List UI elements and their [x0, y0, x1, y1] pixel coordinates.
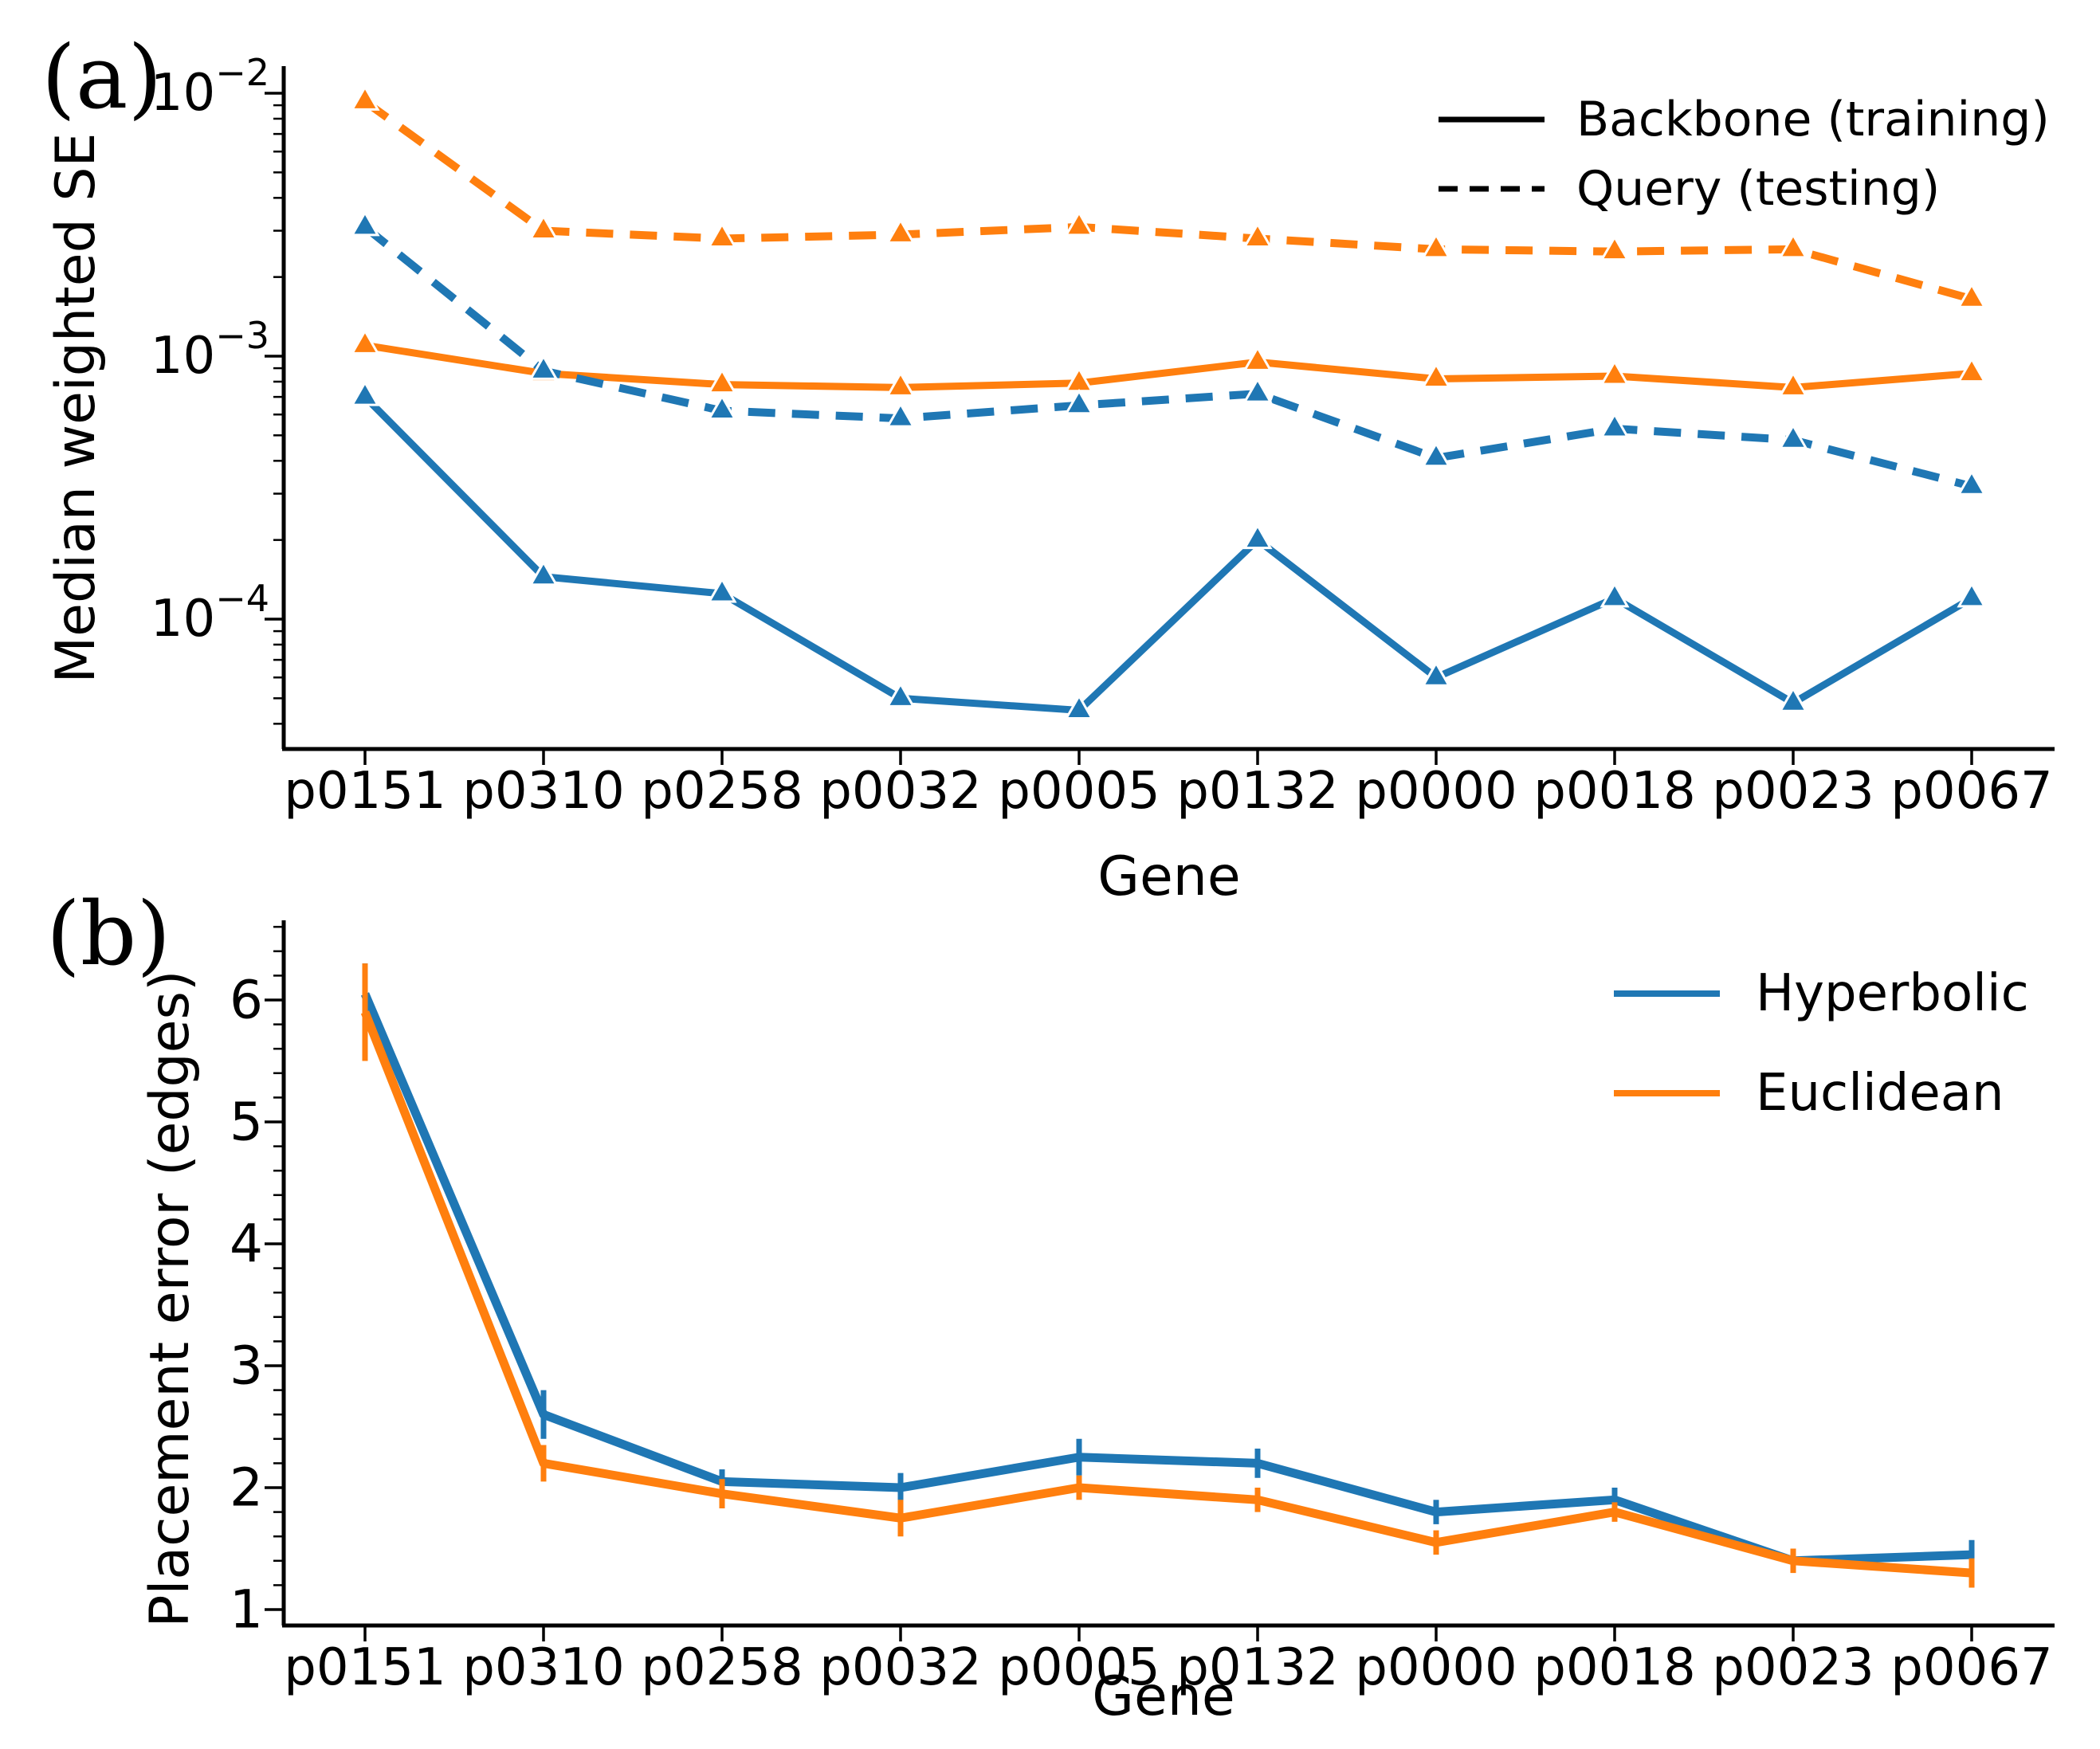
series-hyperbolic-query-marker-p0310: [528, 354, 559, 380]
series-hyperbolic-backbone-marker-p0258: [707, 576, 737, 603]
series-hyperbolic-backbone-marker-p0132: [1242, 523, 1273, 550]
xlabel-a: Gene: [1097, 845, 1240, 908]
series-euclidean-backbone-line: [364, 341, 1972, 391]
series-hyperbolic-backbone-marker-p0067: [1957, 581, 1987, 608]
y-tick-label-a: 10−4: [151, 577, 269, 649]
x-tick-label-b-p0005: p0005: [998, 1638, 1160, 1697]
series-hyperbolic-query-line: [362, 223, 1973, 491]
series-euclidean-query-line: [363, 98, 1973, 304]
series-hyperbolic-query-marker-p0258: [707, 394, 737, 421]
series-hyperbolic-query-marker-p0132: [1242, 377, 1273, 403]
x-tick-label-b-p0132: p0132: [1176, 1638, 1339, 1697]
series-euclidean-line: [360, 1010, 1972, 1578]
x-tick-label-a-p0067: p0067: [1890, 762, 2053, 821]
series-euclidean-backbone-marker-p0000: [1421, 362, 1451, 388]
legend-a-label-dashed: Query (testing): [1576, 161, 1940, 217]
series-hyperbolic-backbone-marker-p0151: [350, 380, 380, 406]
series-euclidean-query-marker-p0310: [528, 214, 559, 241]
series-hyperbolic-query-marker-p0023: [1778, 423, 1808, 449]
x-tick-label-b-p0018: p0018: [1533, 1638, 1696, 1697]
y-tick-label-a: 10−3: [151, 314, 269, 386]
series-euclidean-query-marker-p0023: [1778, 232, 1808, 259]
x-tick-label-b-p0310: p0310: [462, 1638, 625, 1697]
x-tick-label-a-p0032: p0032: [819, 762, 982, 821]
y-tick-label-b-6: 6: [230, 970, 263, 1031]
x-tick-label-b-p0023: p0023: [1712, 1638, 1874, 1697]
x-tick-label-a-p0000: p0000: [1355, 762, 1517, 821]
x-tick-label-b-p0151: p0151: [284, 1638, 446, 1697]
y-tick-label-a: 10−2: [151, 51, 269, 123]
x-tick-label-a-p0258: p0258: [641, 762, 803, 821]
series-euclidean-query-marker-p0132: [1242, 222, 1273, 248]
series-hyperbolic-query-marker-p0151: [350, 210, 380, 237]
series-hyperbolic-query-marker-p0005: [1064, 388, 1094, 415]
series-euclidean-backbone-marker-p0032: [885, 371, 916, 397]
series-euclidean-backbone-marker-p0067: [1957, 356, 1987, 383]
x-tick-label-a-p0310: p0310: [462, 762, 625, 821]
x-tick-label-a-p0151: p0151: [284, 762, 446, 821]
panel-tag-a: (a): [41, 26, 162, 128]
legend-b-label-euclidean: Euclidean: [1756, 1064, 2004, 1123]
series-hyperbolic-backbone-marker-p0023: [1778, 686, 1808, 712]
legend-a-label-solid: Backbone (training): [1576, 92, 2050, 147]
xlabel-b: Gene: [1092, 1665, 1234, 1728]
series-hyperbolic-query-marker-p0018: [1600, 411, 1630, 438]
x-tick-label-b-p0067: p0067: [1890, 1638, 2053, 1697]
series-euclidean-backbone-marker-p0018: [1600, 359, 1630, 386]
ylabel-a: Median weighted SE: [45, 133, 108, 684]
ylabel-b: Placement error (edges): [139, 971, 202, 1628]
series-euclidean-query-marker-p0258: [707, 222, 737, 248]
series-euclidean-backbone-marker-p0023: [1778, 371, 1808, 397]
series-euclidean-backbone-marker-p0132: [1242, 345, 1273, 371]
series-euclidean-backbone-marker-p0258: [707, 367, 737, 394]
series-hyperbolic-backbone-marker-p0310: [528, 559, 559, 586]
series-hyperbolic-backbone-marker-p0000: [1421, 661, 1451, 687]
series-euclidean-query-marker-p0005: [1064, 210, 1094, 237]
y-tick-label-b-5: 5: [230, 1092, 263, 1153]
x-tick-label-b-p0258: p0258: [641, 1638, 803, 1697]
series-hyperbolic-line: [360, 992, 1972, 1566]
x-tick-label-a-p0132: p0132: [1176, 762, 1339, 821]
x-tick-label-b-p0032: p0032: [819, 1638, 982, 1697]
series-euclidean-query-marker-p0067: [1957, 282, 1987, 308]
series-hyperbolic-backbone-line: [362, 394, 1974, 714]
series-hyperbolic-query-marker-p0000: [1421, 441, 1451, 468]
series-euclidean-query-marker-p0000: [1421, 232, 1451, 259]
x-tick-label-a-p0018: p0018: [1533, 762, 1696, 821]
series-euclidean-query-marker-p0018: [1600, 234, 1630, 261]
x-tick-label-b-p0000: p0000: [1355, 1638, 1517, 1697]
series-hyperbolic-backbone-marker-p0018: [1600, 581, 1630, 608]
y-tick-label-b-1: 1: [230, 1579, 263, 1641]
series-hyperbolic-backbone-marker-p0005: [1064, 693, 1094, 720]
series-euclidean-query-marker-p0151: [350, 84, 380, 111]
legend-b-label-hyperbolic: Hyperbolic: [1756, 964, 2029, 1023]
y-tick-label-b-4: 4: [230, 1214, 263, 1275]
y-tick-label-b-2: 2: [230, 1457, 263, 1519]
panel-tag-b: (b): [46, 883, 171, 985]
series-euclidean-query-marker-p0032: [885, 218, 916, 244]
series-hyperbolic-query-marker-p0067: [1957, 469, 1987, 496]
y-tick-label-b-3: 3: [230, 1335, 263, 1397]
x-tick-label-a-p0023: p0023: [1712, 762, 1874, 821]
series-hyperbolic-query-marker-p0032: [885, 402, 916, 428]
series-euclidean-backbone-marker-p0151: [350, 328, 380, 355]
x-tick-label-a-p0005: p0005: [998, 762, 1160, 821]
series-hyperbolic-backbone-marker-p0032: [885, 681, 916, 708]
